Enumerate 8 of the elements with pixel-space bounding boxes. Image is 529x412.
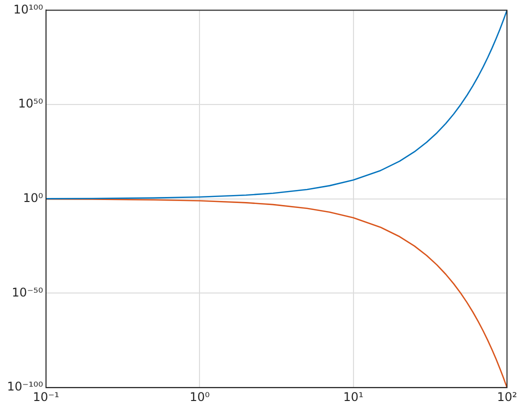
y-tick-label: 10¹⁰⁰ xyxy=(13,2,44,16)
y-tick-label: 10⁵⁰ xyxy=(18,96,44,111)
x-tick-label: 10⁻¹ xyxy=(32,390,60,404)
y-tick-label: 10⁰ xyxy=(22,191,44,206)
x-tick-label: 10⁰ xyxy=(190,390,210,404)
x-tick-label: 10² xyxy=(496,390,518,404)
y-tick-label: 10⁻⁵⁰ xyxy=(12,285,44,300)
x-tick-label: 10¹ xyxy=(343,390,364,404)
